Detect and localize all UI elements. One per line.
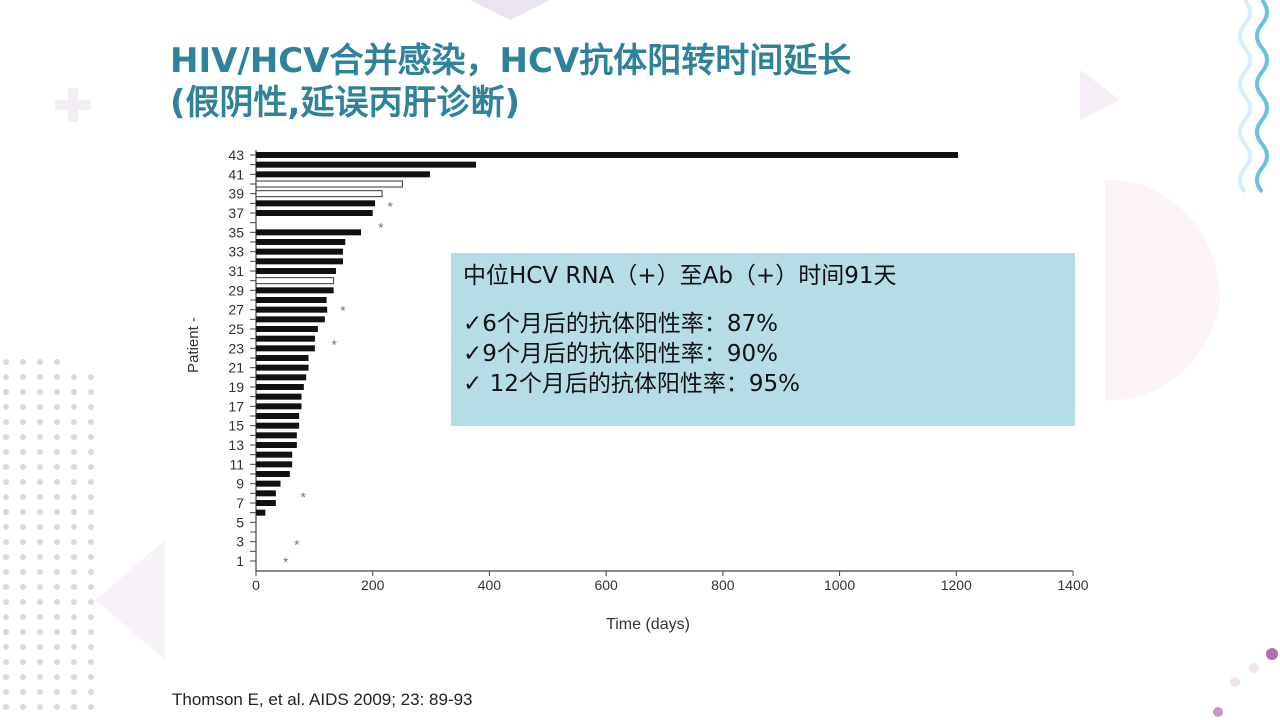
y-tick-label: 35 bbox=[228, 224, 244, 240]
y-tick-label: 29 bbox=[228, 282, 244, 298]
bar-patient-20 bbox=[256, 374, 307, 381]
bar-patient-10 bbox=[256, 471, 290, 477]
bar-patient-16 bbox=[256, 413, 300, 419]
x-tick-label: 200 bbox=[361, 577, 385, 593]
bar-patient-26 bbox=[256, 316, 325, 323]
bar-patient-13 bbox=[256, 442, 297, 448]
bar-patient-25 bbox=[256, 326, 318, 332]
bar-patient-28 bbox=[256, 297, 327, 303]
x-tick-label: 0 bbox=[252, 577, 260, 593]
bar-patient-38 bbox=[256, 200, 376, 207]
bar-patient-7 bbox=[256, 500, 276, 506]
bar-patient-35 bbox=[256, 229, 362, 236]
info-9-month-rate: ✓9个月后的抗体阳性率：90% bbox=[463, 341, 779, 367]
bar-patient-34 bbox=[256, 239, 346, 245]
y-tick-label: 1 bbox=[236, 553, 244, 569]
y-tick-label: 11 bbox=[229, 456, 244, 472]
bar-patient-24 bbox=[256, 335, 315, 342]
bar-patient-29 bbox=[256, 287, 334, 294]
citation: Thomson E, et al. AIDS 2009; 23: 89-93 bbox=[172, 690, 473, 709]
info-box: 中位HCV RNA（+）至Ab（+）时间91天 ✓6个月后的抗体阳性率：87% … bbox=[451, 253, 1075, 426]
x-tick-label: 1200 bbox=[941, 577, 972, 593]
bar-patient-12 bbox=[256, 451, 293, 458]
asterisk-marker: * bbox=[378, 220, 384, 236]
y-tick-label: 31 bbox=[228, 263, 244, 279]
bar-patient-15 bbox=[256, 422, 300, 429]
y-tick-label: 25 bbox=[228, 321, 244, 337]
y-tick-label: 13 bbox=[228, 437, 244, 453]
y-tick-label: 5 bbox=[236, 514, 244, 530]
bar-patient-11 bbox=[256, 461, 293, 468]
x-tick-label: 600 bbox=[594, 577, 618, 593]
y-tick-label: 21 bbox=[228, 360, 244, 376]
bar-patient-40 bbox=[255, 180, 403, 188]
bar-patient-9 bbox=[256, 480, 281, 487]
bar-patient-30 bbox=[255, 277, 335, 285]
y-tick-label: 39 bbox=[228, 186, 244, 202]
bar-patient-33 bbox=[256, 248, 343, 255]
title-line-1: HIV/HCV合并感染，HCV抗体阳转时间延长 bbox=[170, 41, 852, 81]
bar-patient-31 bbox=[256, 268, 336, 274]
y-tick-label: 17 bbox=[228, 398, 244, 414]
slide-title: HIV/HCV合并感染，HCV抗体阳转时间延长 (假阴性,延误丙肝诊断) bbox=[170, 40, 851, 124]
bar-patient-17 bbox=[256, 403, 302, 410]
info-6-month-rate: ✓6个月后的抗体阳性率：87% bbox=[463, 311, 779, 337]
y-tick-label: 37 bbox=[228, 205, 244, 221]
x-tick-label: 1400 bbox=[1057, 577, 1088, 593]
bar-patient-22 bbox=[256, 355, 309, 361]
bar-patient-14 bbox=[256, 432, 297, 439]
y-tick-label: 9 bbox=[236, 476, 244, 492]
bar-patient-18 bbox=[256, 393, 302, 400]
chart-asterisks: ******* bbox=[283, 198, 393, 570]
bar-patient-23 bbox=[256, 345, 315, 352]
bar-patient-32 bbox=[256, 258, 343, 265]
y-axis-label: Patient - bbox=[185, 317, 202, 373]
asterisk-marker: * bbox=[301, 489, 307, 505]
chart-axes: 0 200 400 600 800 1000 1200 1400135791113151719… bbox=[228, 147, 1088, 593]
bar-patient-37 bbox=[256, 210, 373, 216]
x-tick-label: 400 bbox=[478, 577, 502, 593]
bar-patient-27 bbox=[256, 306, 328, 313]
y-tick-label: 3 bbox=[236, 534, 244, 550]
x-axis-label: Time (days) bbox=[606, 616, 690, 633]
x-tick-label: 800 bbox=[711, 577, 735, 593]
spacer bbox=[463, 291, 1063, 309]
info-median-time: 中位HCV RNA（+）至Ab（+）时间91天 bbox=[463, 263, 897, 289]
bar-patient-21 bbox=[256, 364, 309, 371]
y-tick-label: 19 bbox=[228, 379, 244, 395]
asterisk-marker: * bbox=[283, 554, 289, 570]
y-tick-label: 15 bbox=[228, 418, 244, 434]
y-tick-label: 27 bbox=[228, 302, 244, 318]
y-tick-label: 43 bbox=[228, 147, 244, 163]
info-12-month-rate: ✓ 12个月后的抗体阳性率：95% bbox=[463, 371, 800, 397]
bar-patient-8 bbox=[256, 490, 276, 497]
bar-patient-39 bbox=[255, 190, 383, 198]
x-tick-label: 1000 bbox=[824, 577, 855, 593]
bar-patient-19 bbox=[256, 384, 304, 390]
chart-bars bbox=[255, 152, 959, 516]
y-tick-label: 33 bbox=[228, 244, 244, 260]
bar-patient-43 bbox=[256, 152, 959, 158]
bar-patient-41 bbox=[256, 171, 430, 178]
y-tick-label: 7 bbox=[236, 495, 244, 511]
asterisk-marker: * bbox=[294, 537, 300, 553]
asterisk-marker: * bbox=[331, 337, 337, 353]
asterisk-marker: * bbox=[340, 303, 346, 319]
bar-patient-6 bbox=[256, 509, 266, 516]
y-tick-label: 41 bbox=[228, 166, 244, 182]
bar-patient-42 bbox=[256, 161, 477, 168]
title-line-2: (假阴性,延误丙肝诊断) bbox=[170, 83, 520, 123]
asterisk-marker: * bbox=[387, 198, 393, 214]
y-tick-label: 23 bbox=[228, 340, 244, 356]
